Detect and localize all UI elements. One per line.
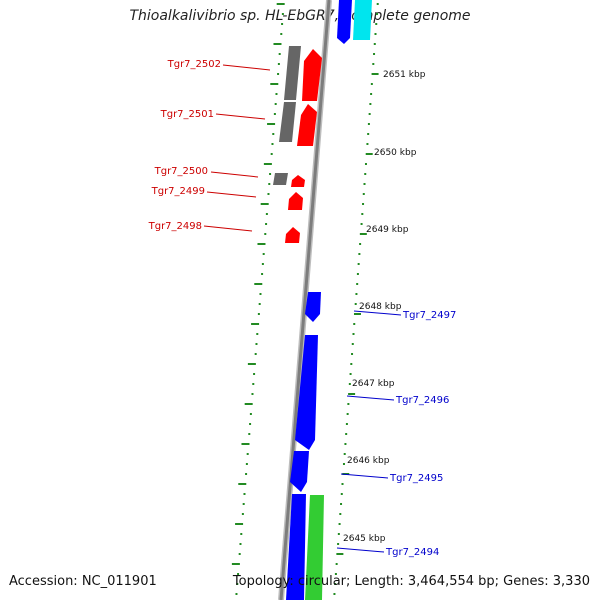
scale-label-2648: 2648 kbp xyxy=(359,302,402,312)
genome-stats-text: Topology: circular; Length: 3,464,554 bp… xyxy=(232,574,590,589)
gene-label-Tgr7_2497[interactable]: Tgr7_2497 xyxy=(402,310,456,321)
gene-label-Tgr7_2496[interactable]: Tgr7_2496 xyxy=(395,395,449,406)
gene-label-Tgr7_2501[interactable]: Tgr7_2501 xyxy=(160,109,214,120)
gene-block-grey-1[interactable] xyxy=(284,46,301,100)
gene-Tgr7_2502-shape[interactable] xyxy=(302,49,322,101)
scale-label-2650: 2650 kbp xyxy=(374,148,417,158)
scale-label-2649: 2649 kbp xyxy=(366,225,409,235)
leader-line xyxy=(215,113,266,120)
genome-backbone-core xyxy=(279,0,331,600)
gene-Tgr7_2499-shape[interactable] xyxy=(291,175,305,187)
scale-label-2646: 2646 kbp xyxy=(347,456,390,466)
scale-labels: 2651 kbp 2650 kbp 2649 kbp 2648 kbp 2647… xyxy=(343,70,426,544)
gene-red-small[interactable] xyxy=(285,227,300,243)
scale-label-2651: 2651 kbp xyxy=(383,70,426,80)
gene-label-Tgr7_2499[interactable]: Tgr7_2499 xyxy=(151,186,205,197)
leader-line xyxy=(222,64,271,71)
tick-marks xyxy=(231,3,379,595)
gene-label-Tgr7_2495[interactable]: Tgr7_2495 xyxy=(389,473,443,484)
gene-block-grey-2[interactable] xyxy=(279,102,296,142)
feature-top-cyan[interactable] xyxy=(353,0,372,40)
leader-line xyxy=(206,191,257,198)
feature-top-blue[interactable] xyxy=(337,0,352,44)
scale-label-2645: 2645 kbp xyxy=(343,534,386,544)
accession-text: Accession: NC_011901 xyxy=(9,574,157,589)
gene-Tgr7_2500-shape[interactable] xyxy=(273,173,288,185)
gene-label-Tgr7_2502[interactable]: Tgr7_2502 xyxy=(167,59,221,70)
gene-Tgr7_2495-shape[interactable] xyxy=(290,451,309,492)
gene-Tgr7_2501-shape[interactable] xyxy=(297,104,317,146)
leader-line xyxy=(353,310,402,316)
reverse-gene-labels: Tgr7_2502 Tgr7_2501 Tgr7_2500 Tgr7_2499 … xyxy=(148,59,271,232)
gene-Tgr7_2498-shape[interactable] xyxy=(288,192,303,210)
scale-label-2647: 2647 kbp xyxy=(352,379,395,389)
leader-line xyxy=(203,225,253,232)
gene-label-Tgr7_2494[interactable]: Tgr7_2494 xyxy=(385,547,439,558)
gene-Tgr7_2494-shape[interactable] xyxy=(286,494,306,600)
gene-Tgr7_2496-shape[interactable] xyxy=(295,335,318,450)
gene-green-shape[interactable] xyxy=(305,495,324,600)
leader-line xyxy=(346,395,395,401)
leader-line xyxy=(340,473,389,479)
gene-label-Tgr7_2500[interactable]: Tgr7_2500 xyxy=(154,166,208,177)
gene-label-Tgr7_2498[interactable]: Tgr7_2498 xyxy=(148,221,202,232)
genome-title: Thioalkalivibrio sp. HL-EbGR7, complete … xyxy=(129,8,471,24)
forward-gene-labels: Tgr7_2497 Tgr7_2496 Tgr7_2495 Tgr7_2494 xyxy=(336,310,456,558)
leader-line xyxy=(336,547,385,553)
gene-Tgr7_2497-shape[interactable] xyxy=(305,292,321,322)
leader-line xyxy=(210,171,259,178)
